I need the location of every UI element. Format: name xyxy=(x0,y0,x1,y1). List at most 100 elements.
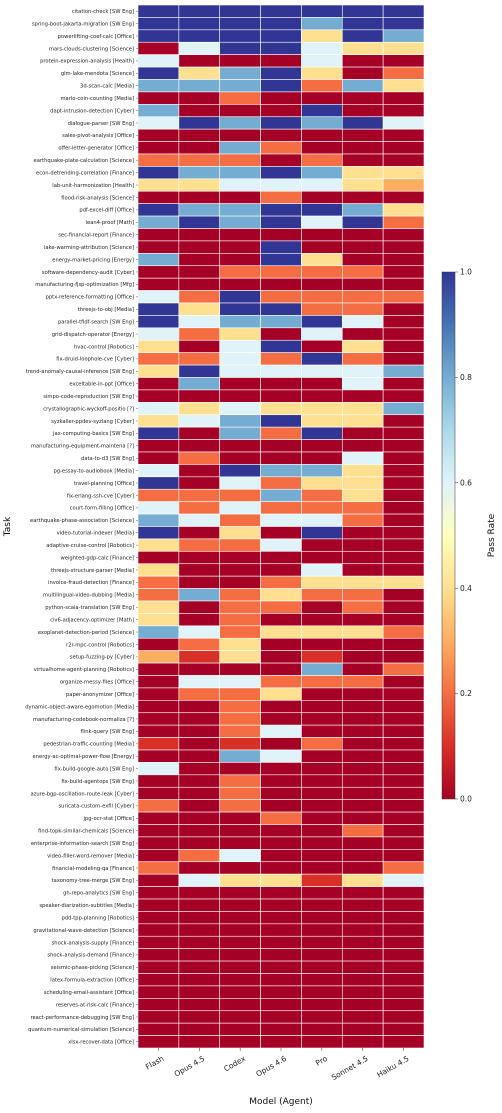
heatmap-cell xyxy=(137,724,180,738)
heatmap-cell xyxy=(341,637,384,651)
heatmap-cell xyxy=(301,575,343,589)
heatmap-cell xyxy=(301,439,343,453)
heatmap-cell xyxy=(219,414,261,428)
heatmap-cell xyxy=(341,315,384,329)
heatmap-cell xyxy=(382,861,425,875)
heatmap-cell xyxy=(301,501,343,515)
heatmap-cell xyxy=(137,364,180,378)
heatmap-cell xyxy=(301,203,343,217)
task-label: threejs-structure-parser [Media] xyxy=(51,568,134,574)
task-label: trend-anomaly-causal-inference [SW Eng] xyxy=(26,369,134,375)
heatmap-cell xyxy=(382,948,425,962)
task-label: flink-query [SW Eng] xyxy=(81,729,134,735)
heatmap-cell xyxy=(341,724,384,738)
heatmap-cell xyxy=(178,625,221,639)
heatmap-cell xyxy=(137,737,180,751)
heatmap-cell xyxy=(341,1010,384,1024)
heatmap-cell xyxy=(301,253,343,267)
heatmap-cell xyxy=(178,898,221,912)
task-label: parallel-tfidf-search [SW Eng] xyxy=(58,319,134,325)
heatmap-cell xyxy=(260,4,302,18)
heatmap-cell xyxy=(178,364,221,378)
heatmap-cell xyxy=(260,700,302,714)
heatmap-cell xyxy=(219,625,261,639)
heatmap-cell xyxy=(301,488,343,502)
task-label: suricata-custom-exfil [Cyber] xyxy=(58,804,134,810)
heatmap-cell xyxy=(219,650,261,664)
heatmap-cell xyxy=(301,762,343,776)
heatmap-cell xyxy=(260,998,302,1012)
heatmap-cell xyxy=(219,613,261,627)
heatmap-cell xyxy=(382,513,425,527)
task-label: sales-pivot-analysis [Office] xyxy=(62,133,134,139)
task-label: powerlifting-coef-calc [Office] xyxy=(58,34,134,40)
heatmap-cell xyxy=(219,66,261,80)
heatmap-cell xyxy=(382,911,425,925)
heatmap-cell xyxy=(260,104,302,118)
heatmap-cell xyxy=(382,1022,425,1036)
heatmap-cell xyxy=(137,687,180,701)
heatmap-cell xyxy=(137,1035,180,1049)
heatmap-cell xyxy=(260,637,302,651)
task-label: econ-detrending-correlation [Finance] xyxy=(36,170,134,176)
heatmap-cell xyxy=(301,302,343,316)
heatmap-cell xyxy=(382,79,425,93)
heatmap-cell xyxy=(137,662,180,676)
heatmap-cell xyxy=(260,886,302,900)
heatmap-cell xyxy=(301,66,343,80)
heatmap-cell xyxy=(382,538,425,552)
heatmap-cell xyxy=(260,712,302,726)
heatmap-cell xyxy=(341,998,384,1012)
task-label: pdd-tpp-planning [Robotics] xyxy=(62,915,135,921)
colorbar-title: Pass Rate xyxy=(487,513,497,557)
task-label: gravitational-wave-detection [Science] xyxy=(33,928,134,934)
heatmap-cell xyxy=(178,302,221,316)
heatmap-cell xyxy=(260,662,302,676)
task-label: threejs-to-obj [Media] xyxy=(78,307,134,313)
task-label: marlo-coin-counting [Media] xyxy=(60,96,134,102)
heatmap-cell xyxy=(219,662,261,676)
heatmap-cell xyxy=(219,985,261,999)
heatmap-cell xyxy=(219,190,261,204)
task-label: flood-risk-analysis [Science] xyxy=(61,195,134,201)
heatmap-cell xyxy=(178,253,221,267)
heatmap-cell xyxy=(301,190,343,204)
task-label: shock-analysis-demand [Finance] xyxy=(47,953,134,959)
task-label: r2r-mpc-control [Robotics] xyxy=(66,642,134,648)
heatmap-cell xyxy=(382,588,425,602)
task-label: weighted-gdp-calc [Finance] xyxy=(61,555,134,561)
heatmap-cell xyxy=(137,588,180,602)
heatmap-cell xyxy=(260,277,302,291)
heatmap-cell xyxy=(341,861,384,875)
colorbar-tick-label: 1.0 xyxy=(460,268,472,277)
heatmap-cell xyxy=(178,600,221,614)
heatmap-cell xyxy=(137,476,180,490)
heatmap-cell xyxy=(260,762,302,776)
heatmap-cell xyxy=(382,166,425,180)
heatmap-cell xyxy=(341,178,384,192)
task-label: mars-clouds-clustering [Science] xyxy=(49,46,134,52)
heatmap-cell xyxy=(137,426,180,440)
heatmap-cell xyxy=(301,923,343,937)
heatmap-cell xyxy=(301,849,343,863)
heatmap-cell xyxy=(382,253,425,267)
heatmap-cell xyxy=(260,54,302,68)
heatmap-cell xyxy=(382,116,425,130)
heatmap-cell xyxy=(382,1010,425,1024)
heatmap-cell xyxy=(178,811,221,825)
heatmap-cell xyxy=(178,1010,221,1024)
heatmap-cell xyxy=(219,873,261,887)
heatmap-cell xyxy=(178,737,221,751)
task-label: civ6-adjacency-optimizer [Math] xyxy=(50,617,134,623)
task-label: dynamic-object-aware-egomotion [Media] xyxy=(25,704,134,710)
heatmap-cell xyxy=(301,116,343,130)
heatmap-cell xyxy=(341,439,384,453)
x-axis-title: Model (Agent) xyxy=(249,1097,313,1107)
heatmap-cell xyxy=(301,352,343,366)
task-label: fix-erlang-ssh-cve [Cyber] xyxy=(67,493,134,499)
heatmap-cell xyxy=(178,985,221,999)
heatmap-cell xyxy=(301,774,343,788)
heatmap-cell xyxy=(178,339,221,353)
y-axis-title: Task xyxy=(3,516,13,537)
heatmap-cell xyxy=(137,79,180,93)
